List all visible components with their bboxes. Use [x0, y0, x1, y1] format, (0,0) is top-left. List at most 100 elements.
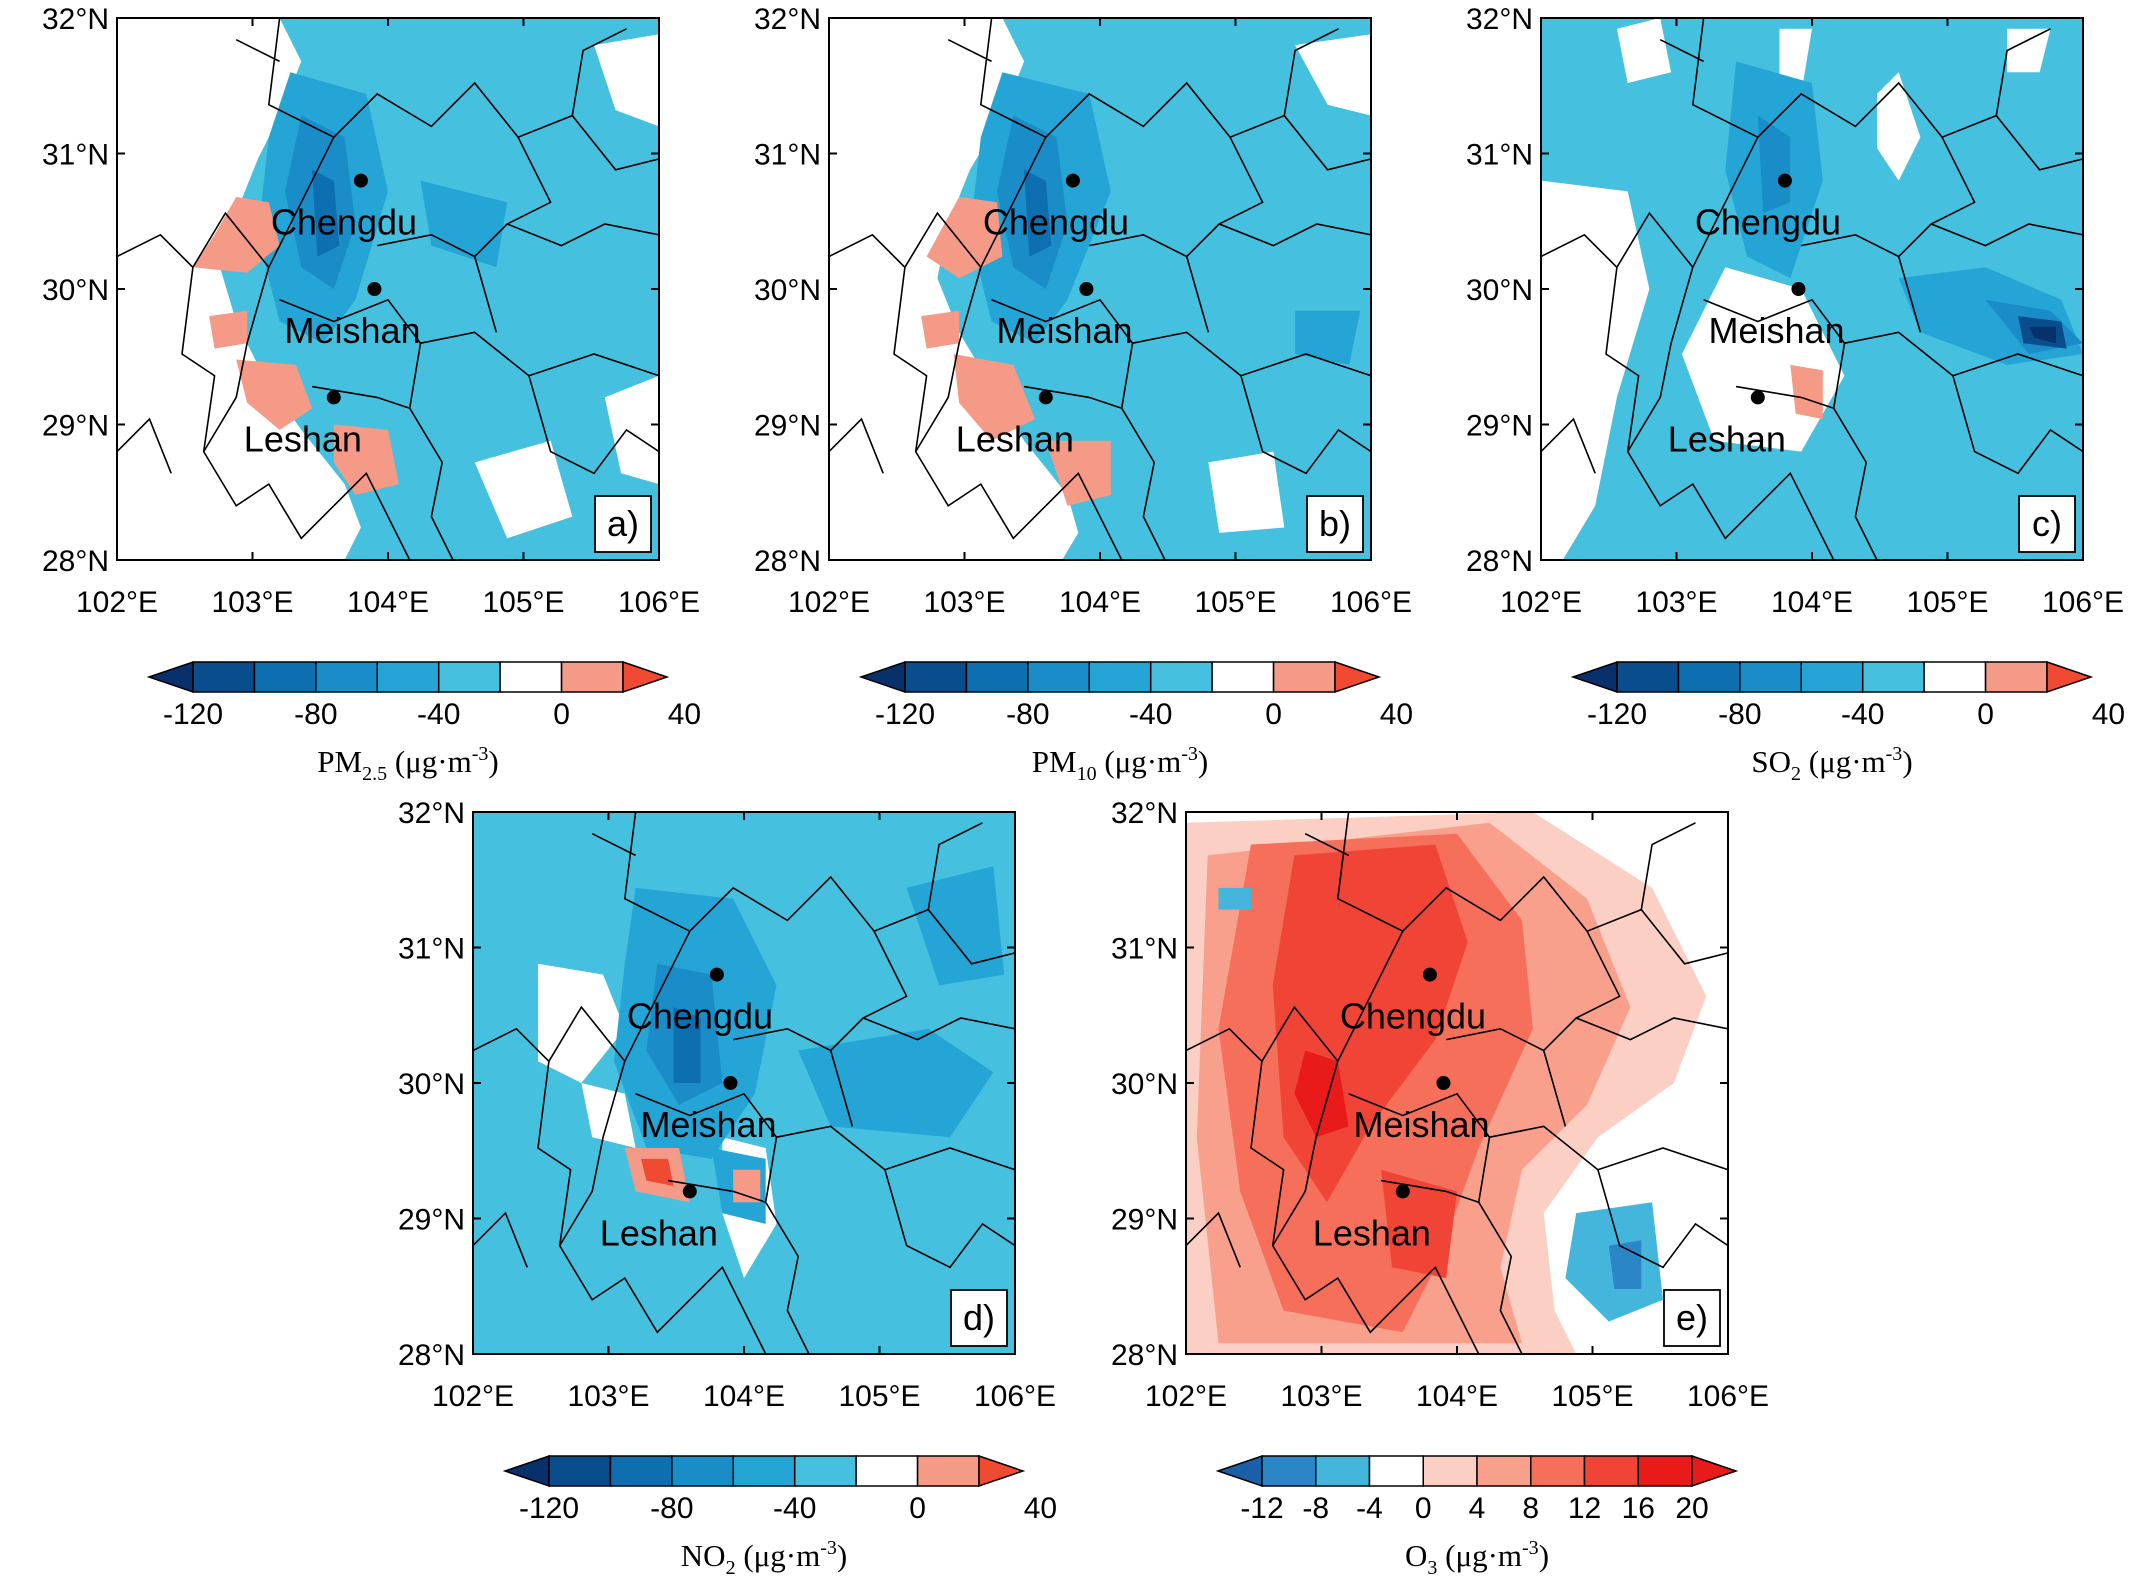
contour-region: [2007, 28, 2051, 73]
colorbar-swatch: [1530, 1455, 1586, 1487]
colorbar-tick-label: 0: [1265, 698, 1282, 731]
contour-region: [604, 375, 659, 485]
contour-region: [1877, 72, 1921, 181]
boundary-line: [1691, 18, 2083, 171]
admin-boundaries: [1541, 18, 2083, 560]
colorbar-swatch: [1088, 661, 1152, 693]
boundary-line: [764, 1137, 810, 1354]
colorbar-tick-label: 40: [2092, 698, 2125, 731]
panel-e: 28°N 29°N 30°N 31°N 32°N 102°E 103°E 104°E 105°E…: [1111, 797, 1769, 1577]
boundary-line: [1185, 256, 1210, 333]
lat-tick-label: 28°N: [398, 1339, 465, 1372]
boundary-line: [667, 1179, 766, 1203]
colorbar-swatch: [904, 661, 968, 693]
colorbar-tick-label: -40: [1129, 698, 1172, 731]
colorbar-swatch: [1272, 661, 1336, 693]
colorbar-swatch: [609, 1455, 673, 1487]
lon-tick-label: 104°E: [347, 586, 429, 619]
panel-label: c): [2032, 503, 2062, 544]
colorbar-tick-label: -40: [1841, 698, 1884, 731]
colorbar-tick-label: -40: [773, 1492, 816, 1525]
city-label-chengdu: Chengdu: [1340, 996, 1486, 1037]
colorbar-tick-label: -80: [294, 698, 337, 731]
contour-region: [594, 34, 659, 127]
contour-region: [2028, 326, 2056, 344]
colorbar: -120 -80 -40 0 40 SO2 (μg·m-3): [1570, 660, 2125, 785]
lon-tick-label: 106°E: [618, 586, 700, 619]
colorbar-title: PM2.5 (μg·m-3): [317, 743, 498, 785]
boundary-line: [1402, 1265, 1480, 1354]
city-label-leshan: Leshan: [244, 418, 362, 459]
boundary-line: [408, 343, 454, 560]
panel-label: b): [1319, 503, 1351, 544]
lat-tick-label: 28°N: [754, 545, 821, 578]
lat-tick-label: 32°N: [42, 3, 109, 36]
colorbar-high-arrow: [2046, 660, 2094, 694]
lat-tick-label: 32°N: [1466, 3, 1533, 36]
city-label-meishan: Meishan: [640, 1104, 776, 1145]
lon-tick-label: 102°E: [788, 586, 870, 619]
boundary-line: [991, 298, 1371, 377]
admin-boundaries: [1186, 812, 1728, 1354]
city-marker-leshan: [1750, 390, 1765, 405]
lat-tick-label: 30°N: [398, 1068, 465, 1101]
boundary-line: [1703, 298, 2083, 377]
colorbar-swatch: [1984, 661, 2048, 693]
boundary-line: [635, 1092, 1015, 1171]
boundary-line: [506, 136, 552, 225]
boundary-line: [117, 417, 172, 474]
boundary-line: [181, 267, 335, 540]
boundary-line: [1380, 1179, 1479, 1203]
colorbar-swatch: [548, 1455, 612, 1487]
lon-tick-label: 104°E: [1771, 586, 1853, 619]
colorbar-tick-label: -120: [875, 698, 935, 731]
colorbar-swatch: [1861, 661, 1925, 693]
colorbar-tick-label: 0: [909, 1492, 926, 1525]
city-marker-meishan: [367, 282, 382, 296]
colorbar-swatch: [1368, 1455, 1424, 1487]
city-marker-meishan: [1791, 282, 1806, 296]
contour-region: [1541, 180, 1650, 560]
colorbar-swatch: [916, 1455, 980, 1487]
contour-region: [1295, 34, 1371, 116]
colorbar-tick-label: -40: [417, 698, 460, 731]
colorbar-title: SO2 (μg·m-3): [1751, 743, 1912, 785]
boundary-line: [884, 1169, 1015, 1269]
boundary-line: [311, 385, 410, 409]
colorbar-swatch: [1616, 661, 1680, 693]
boundary-line: [473, 256, 498, 333]
boundary-line: [1952, 375, 2083, 475]
city-label-meishan: Meishan: [996, 310, 1132, 351]
boundary-line: [829, 417, 884, 474]
contour-region: [926, 196, 1003, 279]
city-marker-chengdu: [353, 173, 368, 188]
boundary-line: [1542, 1050, 1567, 1127]
lat-tick-label: 30°N: [754, 274, 821, 307]
panel-b: 28°N 29°N 30°N 31°N 32°N 102°E 103°E 104°E 105°E…: [754, 3, 1413, 785]
boundary-line: [1218, 136, 1264, 225]
colorbar-tick-label: 0: [1977, 698, 1994, 731]
lon-tick-label: 103°E: [1635, 586, 1717, 619]
lat-tick-label: 31°N: [42, 139, 109, 172]
city-marker-chengdu: [709, 967, 724, 982]
panel-label-box: [594, 495, 652, 553]
lon-tick-label: 105°E: [1194, 586, 1276, 619]
city-label-chengdu: Chengdu: [983, 202, 1129, 243]
contour-region: [1218, 887, 1251, 910]
panel-label: a): [607, 503, 639, 544]
boundary-line: [1897, 256, 1922, 333]
contour-region: [1295, 310, 1361, 365]
panel-d: 28°N 29°N 30°N 31°N 32°N 102°E 103°E 104°E 105°E…: [398, 797, 1057, 1577]
colorbar-tick-label: 4: [1469, 1492, 1486, 1525]
colorbar-swatch: [499, 661, 563, 693]
boundary-line: [862, 930, 908, 1019]
colorbar-swatch: [1211, 661, 1275, 693]
boundary-line: [559, 930, 691, 1247]
lon-tick-label: 106°E: [2042, 586, 2124, 619]
contour-region: [209, 310, 248, 349]
boundary-line: [528, 375, 659, 475]
colorbar-swatch: [1422, 1455, 1478, 1487]
lon-tick-label: 102°E: [432, 1380, 514, 1413]
colorbar-tick-label: -80: [650, 1492, 693, 1525]
colorbar-swatch: [253, 661, 317, 693]
